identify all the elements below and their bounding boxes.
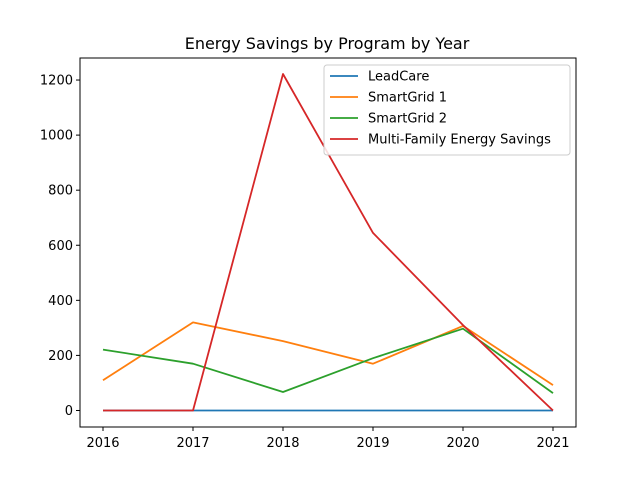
chart-title: Energy Savings by Program by Year	[185, 34, 470, 53]
legend-label: SmartGrid 1	[368, 91, 447, 106]
x-tick-label: 2018	[266, 436, 299, 451]
series-line-smartgrid-1	[102, 321, 554, 386]
legend-label: LeadCare	[368, 70, 429, 85]
x-tick-label: 2019	[356, 436, 389, 451]
y-tick-label: 1200	[40, 74, 73, 89]
plot-frame	[79, 57, 577, 428]
legend-label: Multi-Family Energy Savings	[368, 133, 551, 148]
legend-label: SmartGrid 2	[368, 112, 447, 127]
y-tick-label: 200	[48, 349, 73, 364]
x-tick-label: 2020	[446, 436, 479, 451]
y-tick-label: 600	[48, 239, 73, 254]
legend-box	[323, 64, 571, 156]
y-tick-label: 400	[48, 294, 73, 309]
y-tick-label: 1000	[40, 129, 73, 144]
x-tick-label: 2021	[536, 436, 569, 451]
legend: LeadCare SmartGrid 1 SmartGrid 2 Multi-Fami…	[323, 64, 571, 156]
series-line-smartgrid-2	[102, 327, 554, 394]
y-tick-label: 800	[48, 184, 73, 199]
y-tick-label: 0	[65, 404, 73, 419]
x-tick-label: 2017	[176, 436, 209, 451]
x-tick-label: 2016	[86, 436, 119, 451]
axes: 2016 2017 2018 2019 2020 2021 0 200 400 600 800 100…	[40, 74, 570, 451]
